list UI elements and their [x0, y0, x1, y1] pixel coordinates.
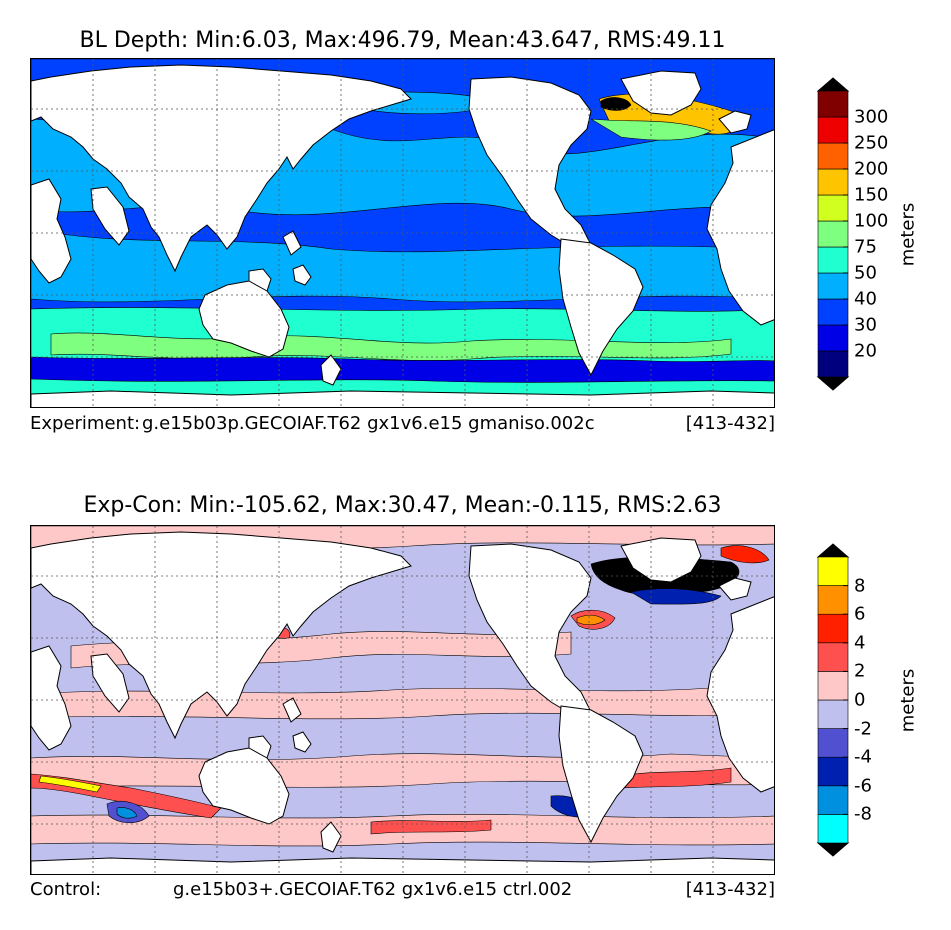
- caption-case-name: g.e15b03p.GECOIAF.T62 gx1v6.e15 gmaniso.…: [142, 413, 595, 434]
- colorbar-segment: [817, 90, 849, 118]
- colorbar-extend-bottom: [816, 842, 850, 857]
- colorbar-segment: [817, 613, 849, 644]
- land-mass: [620, 70, 702, 116]
- contour-map-svg: [31, 526, 774, 874]
- land-mass: [31, 64, 412, 273]
- colorbar: -8 -6 -4 -2 0 2 4 6 8 meters: [816, 543, 918, 857]
- colorbar-tick-label: -2: [854, 718, 872, 740]
- colorbar-segment: [817, 298, 849, 326]
- contour-band: [620, 767, 732, 789]
- colorbar-tick-label: 0: [854, 689, 866, 711]
- colorbar-extend-top: [816, 543, 850, 558]
- colorbar-tick-label: 250: [854, 132, 889, 154]
- land-mass: [282, 697, 302, 723]
- colorbar-tick-label: 8: [854, 575, 866, 597]
- land-mass: [198, 280, 290, 358]
- land-mass: [292, 731, 312, 753]
- land-mass: [282, 230, 302, 256]
- colorbar-tick-label: -8: [854, 803, 872, 825]
- map-bl-depth: [30, 58, 775, 408]
- contour-band: [116, 807, 138, 819]
- colorbar-tick-label: 300: [854, 106, 889, 128]
- contour-band: [576, 614, 606, 626]
- caption-years: [413-432]: [685, 879, 775, 900]
- colorbar-segment: [817, 728, 849, 758]
- colorbar-segment: [817, 585, 849, 615]
- land-mass: [706, 129, 774, 326]
- colorbar-svg: [816, 77, 850, 391]
- colorbar-segment: [817, 142, 849, 170]
- colorbar-extend-top: [816, 77, 850, 92]
- colorbar-label: meters: [897, 202, 919, 267]
- land-mass: [718, 577, 752, 601]
- land-mass: [198, 747, 290, 825]
- land-mass: [31, 645, 72, 751]
- colorbar-tick-label: 200: [854, 158, 889, 180]
- colorbar-segment: [817, 756, 849, 787]
- contour-map-svg: [31, 59, 774, 407]
- colorbar-segment: [817, 168, 849, 196]
- colorbar-segment: [817, 272, 849, 300]
- colorbar-segment: [817, 671, 849, 701]
- land-mass: [468, 76, 592, 258]
- colorbar-segment: [817, 814, 849, 844]
- map-exp-con: [30, 525, 775, 875]
- contour-band: [370, 819, 492, 835]
- colorbar-segment: [817, 194, 849, 222]
- colorbar-svg: [816, 543, 850, 857]
- colorbar-segment: [817, 350, 849, 378]
- colorbar-tick-label: 100: [854, 210, 889, 232]
- contour-band: [720, 545, 770, 564]
- colorbar-tick-label: 2: [854, 660, 866, 682]
- land-mass: [620, 537, 702, 583]
- caption-case-name: g.e15b03+.GECOIAF.T62 gx1v6.e15 ctrl.002: [173, 879, 573, 900]
- colorbar: 20 30 40 50 75 100 150 200 250 300 meters: [816, 77, 918, 391]
- land-mass: [90, 186, 130, 246]
- land-mass: [706, 596, 774, 793]
- colorbar-segment: [817, 246, 849, 274]
- colorbar-segment: [817, 556, 849, 586]
- land-mass: [558, 238, 644, 377]
- caption-years: [413-432]: [685, 413, 775, 434]
- caption-label: Control:: [30, 879, 102, 900]
- colorbar-tick-label: 150: [854, 184, 889, 206]
- panel-title: Exp-Con: Min:-105.62, Max:30.47, Mean:-0…: [83, 493, 722, 518]
- colorbar-tick-label: -6: [854, 775, 872, 797]
- land-mass: [31, 531, 412, 740]
- colorbar-tick-label: 4: [854, 632, 866, 654]
- colorbar-segment: [817, 785, 849, 815]
- land-mass: [718, 110, 752, 134]
- panel-title: BL Depth: Min:6.03, Max:496.79, Mean:43.…: [79, 28, 726, 53]
- colorbar-tick-label: 40: [854, 288, 877, 310]
- land-mass: [320, 354, 342, 386]
- colorbar-segment: [817, 116, 849, 144]
- colorbar-tick-label: 30: [854, 314, 877, 336]
- land-mass: [292, 264, 312, 286]
- land-mass: [90, 653, 130, 713]
- colorbar-tick-label: 75: [854, 236, 877, 258]
- contour-band: [38, 775, 102, 793]
- colorbar-segment: [817, 699, 849, 729]
- land-mass: [558, 705, 644, 844]
- land-mass: [320, 821, 342, 853]
- land-mass: [31, 178, 72, 284]
- colorbar-tick-label: 20: [854, 340, 877, 362]
- colorbar-label: meters: [897, 668, 919, 733]
- caption-label: Experiment:: [30, 413, 141, 434]
- colorbar-tick-label: -4: [854, 746, 872, 768]
- colorbar-segment: [817, 642, 849, 672]
- colorbar-tick-label: 6: [854, 603, 866, 625]
- contour-band: [630, 588, 722, 605]
- land-mass: [468, 543, 592, 725]
- colorbar-extend-bottom: [816, 376, 850, 391]
- colorbar-tick-label: 50: [854, 262, 877, 284]
- colorbar-segment: [817, 324, 849, 352]
- colorbar-segment: [817, 220, 849, 248]
